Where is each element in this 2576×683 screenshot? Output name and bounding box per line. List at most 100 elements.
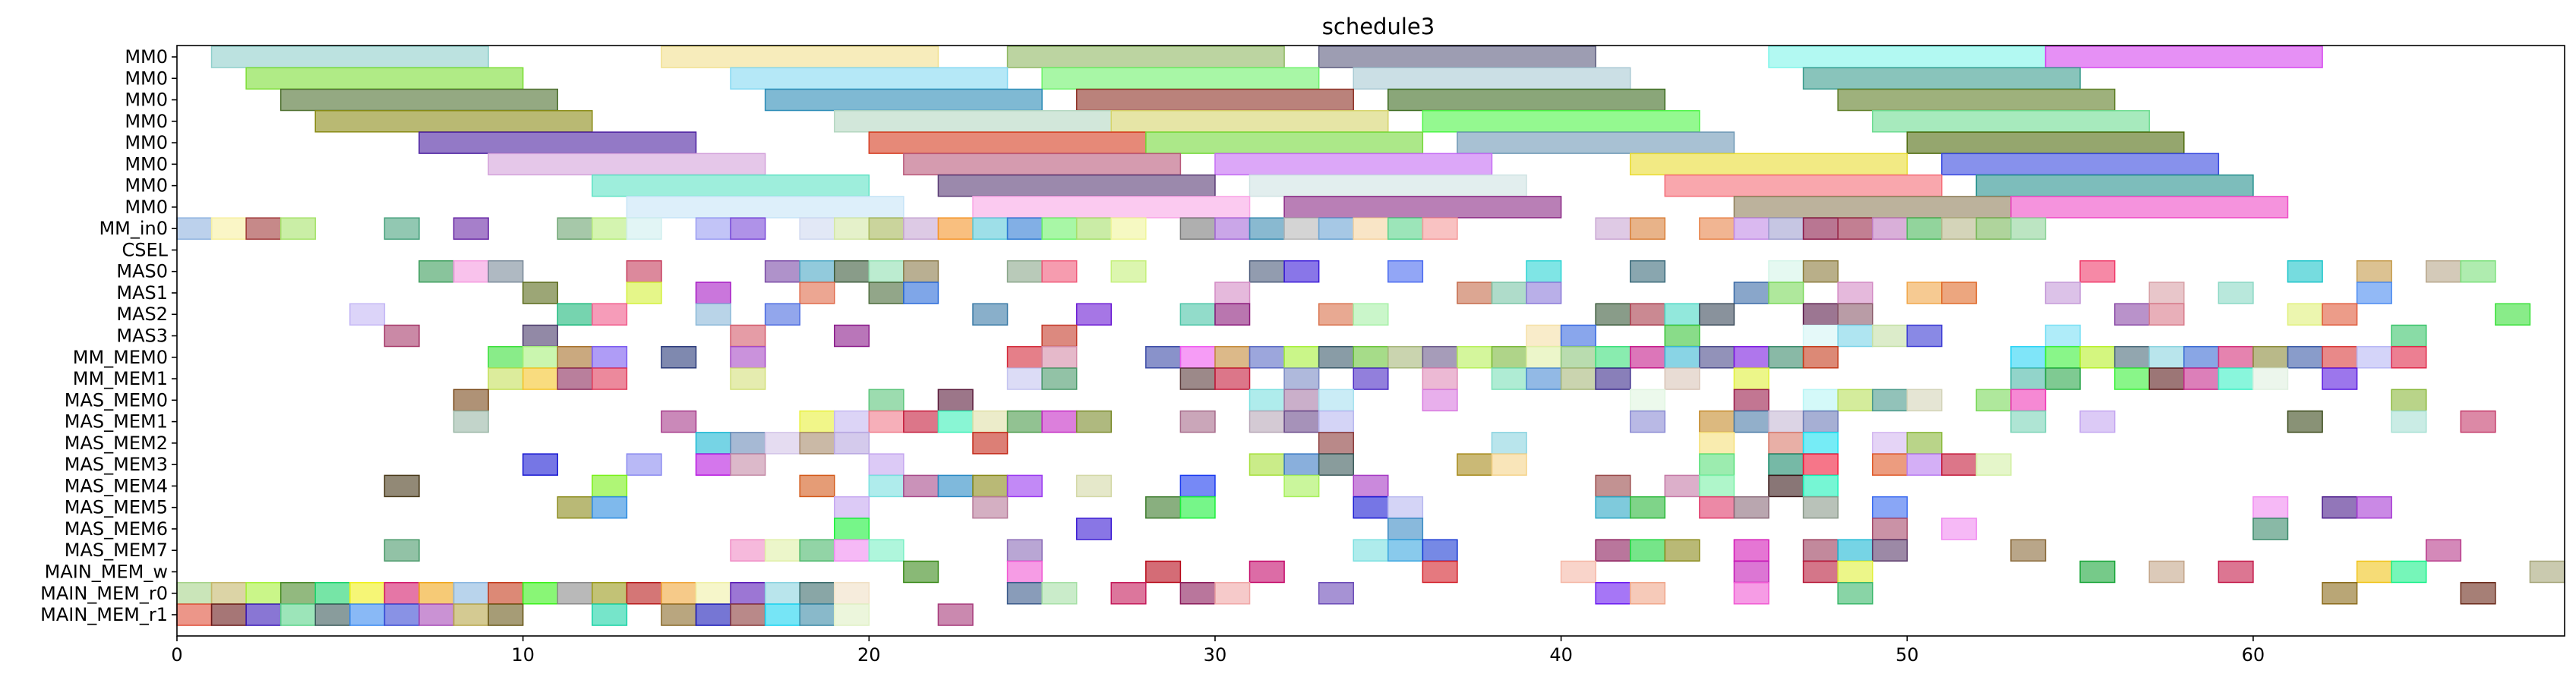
task-bar	[972, 217, 1009, 240]
task-bar	[764, 260, 800, 283]
task-bar	[453, 260, 489, 283]
task-bar	[661, 410, 697, 433]
task-bar	[1733, 496, 1769, 519]
task-bar	[488, 367, 524, 390]
task-bar	[418, 260, 455, 283]
task-bar	[2079, 346, 2116, 369]
task-bar	[1041, 346, 1078, 369]
task-bar	[1733, 196, 2012, 219]
task-bar	[1075, 474, 1113, 498]
task-bar	[903, 282, 939, 304]
task-bar	[488, 346, 524, 369]
task-bar	[1526, 367, 1562, 390]
task-bar	[384, 474, 420, 498]
task-bar	[1249, 174, 1527, 197]
task-bar	[2079, 410, 2116, 433]
task-bar	[557, 367, 593, 390]
task-bar	[730, 432, 766, 455]
task-bar	[1283, 196, 1562, 219]
task-bars	[176, 46, 2565, 626]
task-bar	[799, 410, 835, 433]
task-bar	[1179, 367, 1216, 390]
x-tick-label: 50	[1896, 644, 1919, 666]
task-bar	[1353, 539, 1389, 562]
task-bar	[1733, 282, 1769, 304]
task-bar	[2010, 217, 2047, 240]
task-bar	[2218, 282, 2254, 304]
task-bar	[626, 196, 904, 219]
task-bar	[349, 582, 386, 605]
task-bar	[349, 303, 386, 326]
task-bar	[2218, 346, 2254, 369]
task-bar	[1906, 282, 1943, 304]
task-bar	[799, 603, 835, 626]
x-tick-label: 30	[1204, 644, 1227, 666]
task-bar	[903, 474, 939, 498]
task-bar	[695, 603, 731, 626]
task-bar	[972, 410, 1009, 433]
task-bar	[1871, 496, 1908, 519]
task-bar	[592, 582, 628, 605]
task-bar	[488, 603, 524, 626]
task-bar	[1110, 110, 1389, 133]
task-bar	[1041, 217, 1078, 240]
task-bar	[1457, 346, 1493, 369]
task-bar	[730, 217, 766, 240]
task-bar	[1664, 174, 1943, 197]
task-bar	[1733, 410, 1769, 433]
task-bar	[2356, 282, 2392, 304]
task-bar	[2391, 324, 2427, 348]
task-bar	[384, 582, 420, 605]
task-bar	[1110, 582, 1147, 605]
task-bar	[799, 539, 835, 562]
task-bar	[1491, 453, 1527, 476]
task-bar	[418, 603, 455, 626]
task-bar	[1871, 217, 1908, 240]
task-bar	[1629, 303, 1666, 326]
task-bar	[1214, 367, 1251, 390]
task-bar	[1595, 303, 1631, 326]
task-bar	[937, 217, 974, 240]
task-bar	[937, 174, 1216, 197]
task-bar	[1802, 217, 1839, 240]
task-bar	[1387, 88, 1666, 112]
task-bar	[1699, 346, 1735, 369]
y-tick-label: MAS_MEM0	[65, 389, 168, 411]
task-bar	[626, 282, 662, 304]
task-bar	[626, 217, 662, 240]
task-bar	[1629, 260, 1666, 283]
task-bar	[1629, 346, 1666, 369]
task-bar	[1733, 367, 1769, 390]
task-bar	[764, 432, 800, 455]
task-bar	[2218, 367, 2254, 390]
task-bar	[937, 474, 974, 498]
task-bar	[1699, 453, 1735, 476]
task-bar	[833, 324, 870, 348]
task-bar	[592, 346, 628, 369]
task-bar	[1768, 46, 2047, 68]
task-bar	[661, 582, 697, 605]
task-bar	[1422, 367, 1458, 390]
task-bar	[1837, 88, 2116, 112]
task-bar	[1249, 346, 1285, 369]
task-bar	[384, 603, 420, 626]
task-bar	[1768, 346, 1804, 369]
task-bar	[1629, 496, 1666, 519]
task-bar	[799, 582, 835, 605]
task-bar	[453, 217, 489, 240]
y-axis-labels: MM0MM0MM0MM0MM0MM0MM0MM0MM_in0CSELMAS0MA…	[40, 46, 177, 625]
task-bar	[2114, 303, 2150, 326]
task-bar	[279, 603, 317, 626]
task-bar	[1283, 367, 1320, 390]
task-bar	[210, 582, 247, 605]
task-bar	[1387, 217, 1424, 240]
task-bar	[1422, 217, 1458, 240]
task-bar	[833, 582, 870, 605]
task-bar	[903, 217, 939, 240]
task-bar	[210, 217, 247, 240]
task-bar	[661, 46, 939, 68]
task-bar	[2252, 367, 2289, 390]
task-bar	[1975, 453, 2012, 476]
task-bar	[1802, 432, 1839, 455]
task-bar	[799, 282, 835, 304]
